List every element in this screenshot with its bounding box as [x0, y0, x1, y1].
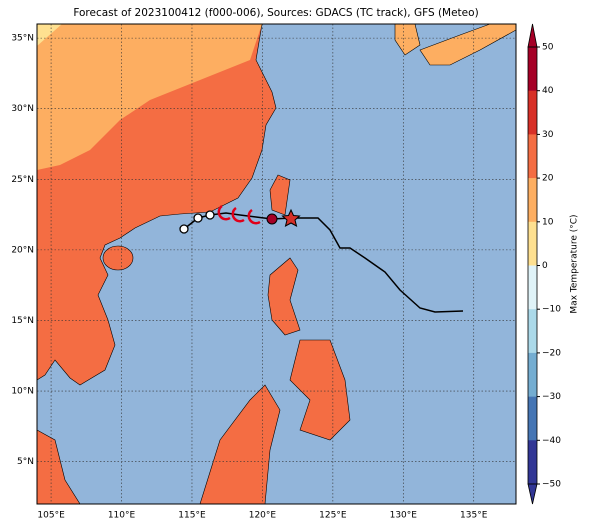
graticule — [37, 24, 516, 504]
lat-tick-label: 20°N — [11, 245, 34, 255]
lon-tick-label: 120°E — [249, 511, 277, 521]
colorbar-extend-bottom — [527, 483, 538, 505]
hainan — [102, 245, 134, 271]
colorbar-bin — [528, 178, 537, 223]
lat-tick-label: 30°N — [11, 104, 34, 114]
colorbar-bin — [528, 265, 537, 310]
colorbar-bin — [528, 396, 537, 441]
colorbar-tick-label: 30 — [542, 130, 554, 140]
track-point — [266, 213, 278, 225]
colorbar-tick-label: −30 — [542, 392, 561, 402]
title: Forecast of 2023100412 (f000-006), Sourc… — [73, 7, 478, 19]
colorbar-bin — [528, 134, 537, 179]
borneo — [199, 384, 281, 505]
colorbar-tick-label: 0 — [542, 261, 548, 271]
cooler-land — [37, 24, 262, 170]
colorbar-tick-label: 10 — [542, 217, 554, 227]
colorbar-bin — [528, 309, 537, 354]
colorbar-extend-top — [527, 23, 538, 48]
colorbar-bin — [528, 90, 537, 135]
cool-land — [37, 24, 62, 46]
colorbar-bin — [528, 47, 537, 91]
colorbar-bin — [528, 440, 537, 485]
lon-tick-label: 130°E — [390, 511, 418, 521]
colorbar-tick-label: −50 — [542, 480, 561, 490]
colorbar-bin — [528, 221, 537, 266]
colorbar-tick-label: 20 — [542, 174, 554, 184]
storm-symbols — [217, 204, 261, 225]
lon-tick-label: 105°E — [37, 511, 65, 521]
lon-tick-label: 125°E — [319, 511, 347, 521]
colorbar-tick-label: −10 — [542, 305, 561, 315]
current-position — [281, 208, 301, 227]
map-frame — [36, 23, 517, 505]
map — [36, 23, 517, 505]
track — [183, 212, 464, 313]
lat-tick-label: 5°N — [17, 457, 34, 467]
colorbar-bin — [528, 352, 537, 397]
lat-tick-label: 10°N — [11, 387, 34, 397]
lon-tick-label: 110°E — [108, 511, 136, 521]
colorbar-tick-label: −20 — [542, 348, 561, 358]
colorbar-tick-label: −40 — [542, 436, 561, 446]
lon-tick-label: 115°E — [178, 511, 206, 521]
colorbar-label: Max Temperature (°C) — [570, 214, 580, 313]
mindanao — [289, 339, 351, 441]
lat-tick-label: 15°N — [11, 316, 34, 326]
lon-tick-label: 135°E — [460, 511, 488, 521]
taiwan — [269, 174, 291, 216]
past-points — [179, 210, 215, 234]
luzon — [267, 257, 301, 336]
colorbar-tick-label: 50 — [542, 43, 554, 53]
colorbar: 50 40 30 20 10 0 −10 −20 −30 −40 −50 — [527, 23, 561, 505]
colorbar-tick-label: 40 — [542, 86, 554, 96]
lat-tick-label: 35°N — [11, 34, 34, 44]
lat-tick-label: 25°N — [11, 175, 34, 185]
